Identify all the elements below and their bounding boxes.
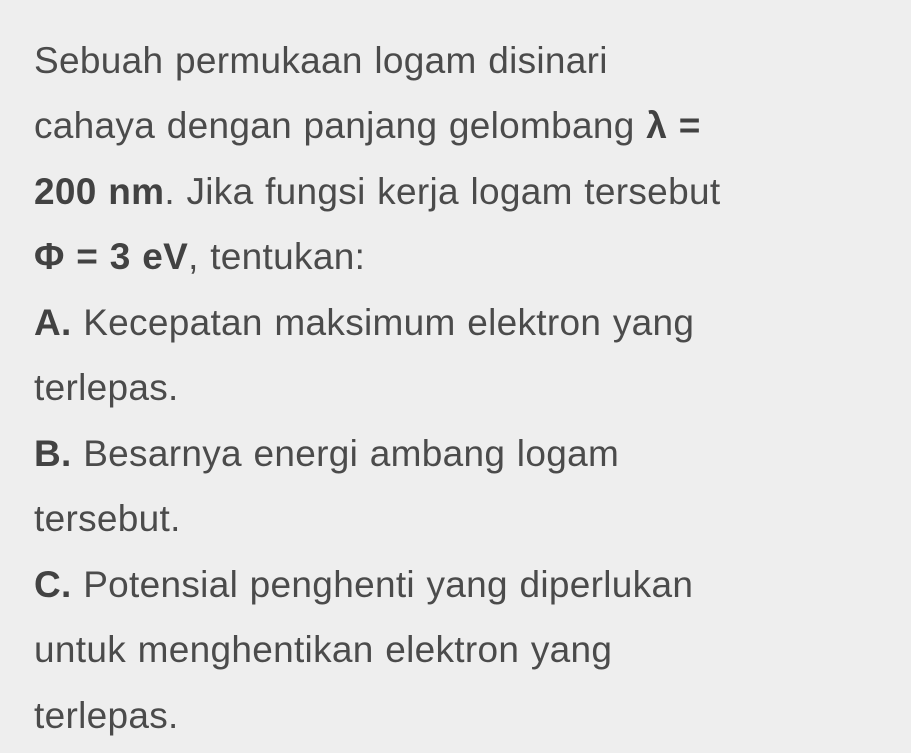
label-a: A. — [34, 302, 72, 343]
label-c: C. — [34, 564, 72, 605]
line-1: Sebuah permukaan logam disinari — [34, 28, 883, 93]
line-3-bold: 200 nm — [34, 171, 164, 212]
line-7: B. Besarnya energi ambang logam — [34, 421, 883, 486]
line-6: terlepas. — [34, 355, 883, 420]
line-4-plain: , tentukan: — [188, 236, 365, 277]
line-9: C. Potensial penghenti yang diperlukan — [34, 552, 883, 617]
line-8: tersebut. — [34, 486, 883, 551]
line-2: cahaya dengan panjang gelombang λ = — [34, 93, 883, 158]
line-3-plain: . Jika fungsi kerja logam tersebut — [164, 171, 720, 212]
line-4: Φ = 3 eV, tentukan: — [34, 224, 883, 289]
text-c: Potensial penghenti yang diperlukan — [72, 564, 694, 605]
line-11: terlepas. — [34, 683, 883, 748]
line-4-bold: Φ = 3 eV — [34, 236, 188, 277]
line-2-plain: cahaya dengan panjang gelombang — [34, 105, 646, 146]
text-a: Kecepatan maksimum elektron yang — [72, 302, 695, 343]
line-10: untuk menghentikan elektron yang — [34, 617, 883, 682]
line-2-bold: λ = — [646, 105, 700, 146]
line-5: A. Kecepatan maksimum elektron yang — [34, 290, 883, 355]
text-b: Besarnya energi ambang logam — [72, 433, 619, 474]
label-b: B. — [34, 433, 72, 474]
problem-text-block: Sebuah permukaan logam disinari cahaya d… — [0, 0, 911, 753]
line-3: 200 nm. Jika fungsi kerja logam tersebut — [34, 159, 883, 224]
